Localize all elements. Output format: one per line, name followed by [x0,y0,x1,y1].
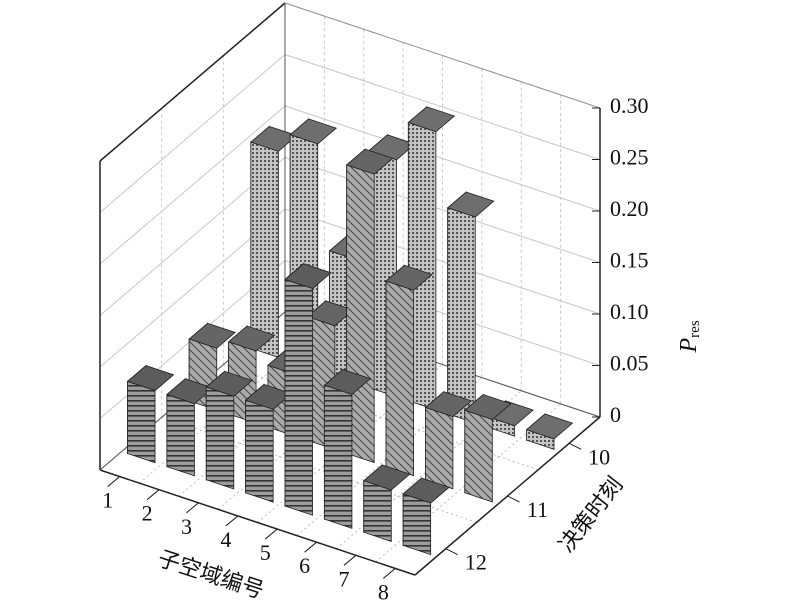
x-axis [99,469,416,576]
y-tick [568,442,582,450]
z-label-sub: res [687,320,703,338]
bar [402,477,450,556]
bar [284,262,332,516]
x-tick-label: 8 [378,579,389,604]
grid-line [99,2,601,162]
frame [284,2,601,109]
bar-front [526,429,555,450]
bar [323,368,372,529]
bar-front [127,380,156,464]
z-tick-label: 0.25 [610,145,649,170]
bar-front [464,409,493,503]
x-tick [225,515,239,527]
z-tick-label: 0.05 [610,351,649,376]
bar [244,383,293,503]
bar [205,370,254,490]
plot: 00.050.100.150.200.250.3012345678101112子… [99,2,704,604]
z-tick-label: 0.15 [610,248,649,273]
x-tick [304,541,317,553]
bar [424,390,473,490]
x-axis-label: 子空域编号 [155,546,267,604]
bar [362,464,411,543]
bar-front [363,480,392,543]
bar-front [385,280,414,477]
z-tick-label: 0 [610,402,621,427]
x-tick-label: 2 [142,501,153,526]
x-tick [382,568,396,579]
x-tick-label: 6 [299,553,310,578]
bar [446,191,495,424]
bar-front [323,384,353,529]
x-tick [343,554,357,566]
bar-front [284,278,313,516]
x-tick-label: 3 [181,514,192,539]
z-label-main: P [676,338,702,354]
x-tick [264,528,278,540]
y-tick [507,495,520,503]
bar [385,264,433,477]
y-tick-label: 12 [465,550,487,575]
x-tick-label: 5 [260,540,271,565]
x-tick-label: 7 [338,566,349,591]
bar-front [425,406,454,490]
x-tick [186,502,199,514]
bar [188,322,237,411]
bar-front [205,386,235,490]
bar [166,377,214,477]
bar-front [245,399,274,503]
bar [525,413,574,450]
x-tick [146,489,160,501]
z-tick-label: 0.10 [610,299,649,324]
bar-front [447,207,476,424]
bar-front [402,493,432,556]
y-axis-label: 决策时刻 [554,472,628,557]
bar-front [250,141,279,358]
z-tick-label: 0.20 [610,196,649,221]
y-tick-label: 10 [588,444,610,469]
z-axis-label: Pres [676,320,704,353]
y-tick-label: 11 [527,497,548,522]
bar [463,393,512,503]
x-tick-label: 4 [220,527,231,552]
bar [126,364,175,464]
x-tick [107,476,121,487]
frame [99,2,286,162]
x-tick-label: 1 [102,488,113,513]
z-tick-label: 0.30 [610,93,649,118]
y-tick [445,548,459,556]
bar-front [166,394,195,477]
